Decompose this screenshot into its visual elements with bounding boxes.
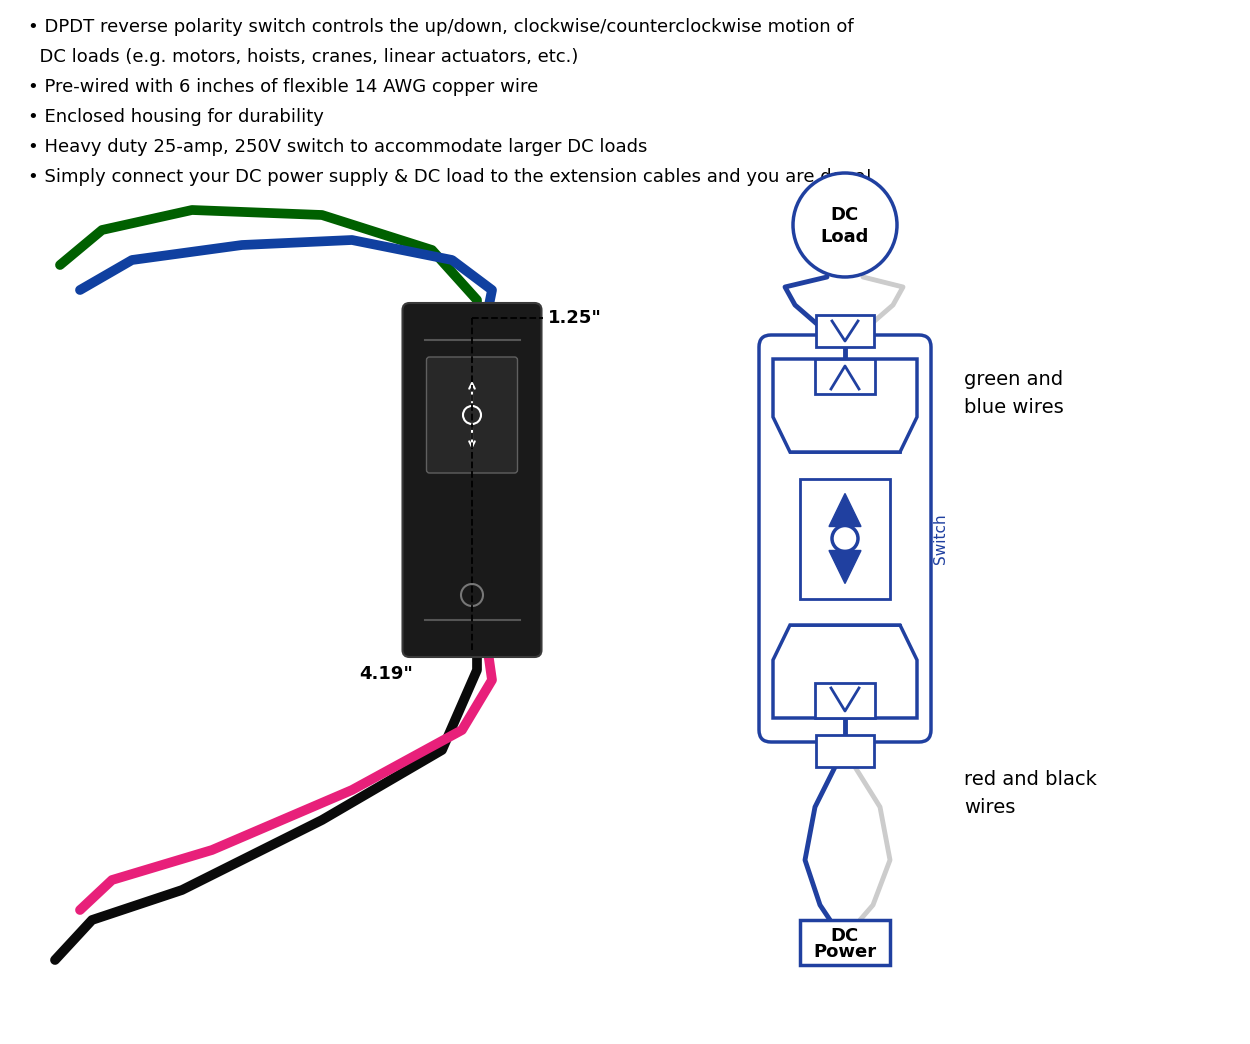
Polygon shape xyxy=(772,359,918,452)
Text: DC loads (e.g. motors, hoists, cranes, linear actuators, etc.): DC loads (e.g. motors, hoists, cranes, l… xyxy=(28,48,579,66)
Bar xyxy=(815,683,875,718)
Text: Power: Power xyxy=(814,944,876,962)
Bar xyxy=(800,478,890,598)
Bar xyxy=(816,315,874,347)
Text: DC: DC xyxy=(831,927,859,945)
Polygon shape xyxy=(829,550,861,584)
Text: • DPDT reverse polarity switch controls the up/down, clockwise/counterclockwise : • DPDT reverse polarity switch controls … xyxy=(28,18,854,35)
Text: • Heavy duty 25-amp, 250V switch to accommodate larger DC loads: • Heavy duty 25-amp, 250V switch to acco… xyxy=(28,138,648,156)
Text: Switch: Switch xyxy=(934,514,949,564)
Text: red and black
wires: red and black wires xyxy=(964,770,1098,817)
Text: DC: DC xyxy=(831,206,859,224)
Polygon shape xyxy=(772,625,918,718)
Text: 4.19": 4.19" xyxy=(360,665,414,683)
Text: Load: Load xyxy=(821,228,869,246)
Bar xyxy=(800,920,890,965)
Bar xyxy=(816,735,874,767)
Text: • Enclosed housing for durability: • Enclosed housing for durability xyxy=(28,108,324,126)
Circle shape xyxy=(792,173,898,277)
FancyBboxPatch shape xyxy=(402,303,541,657)
Text: 1.25": 1.25" xyxy=(548,309,601,327)
Polygon shape xyxy=(829,494,861,526)
FancyBboxPatch shape xyxy=(426,357,518,473)
Text: • Pre-wired with 6 inches of flexible 14 AWG copper wire: • Pre-wired with 6 inches of flexible 14… xyxy=(28,78,539,96)
Text: green and
blue wires: green and blue wires xyxy=(964,370,1064,417)
Circle shape xyxy=(832,525,858,551)
Bar xyxy=(815,359,875,394)
Text: • Simply connect your DC power supply & DC load to the extension cables and you : • Simply connect your DC power supply & … xyxy=(28,168,872,186)
FancyBboxPatch shape xyxy=(759,335,931,742)
